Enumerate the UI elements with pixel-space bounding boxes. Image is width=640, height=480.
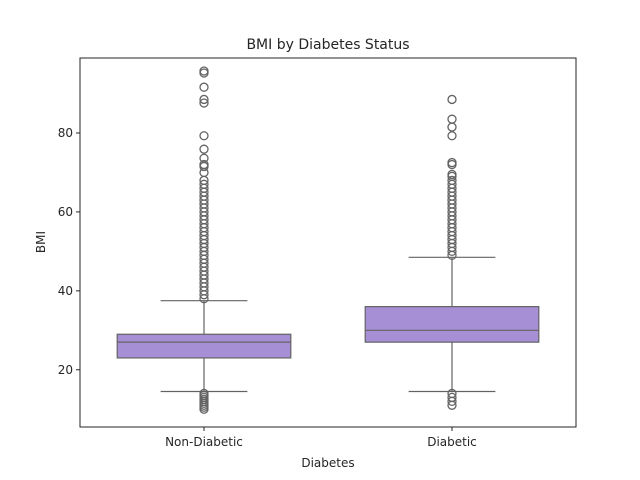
x-axis: Non-Diabetic Diabetic <box>165 427 477 449</box>
box <box>364 306 540 343</box>
outlier-point <box>199 131 209 141</box>
plot-area <box>79 57 577 428</box>
outlier-point <box>447 131 457 141</box>
outlier-point <box>199 82 209 92</box>
outlier-point <box>447 94 457 105</box>
outlier-point <box>199 294 209 304</box>
outlier-point <box>447 122 457 132</box>
y-tick-label: 80 <box>58 126 73 140</box>
y-axis-label: BMI <box>34 231 48 253</box>
y-tick-label: 20 <box>58 363 73 377</box>
outlier-point <box>199 144 209 154</box>
outlier-point <box>199 98 209 108</box>
outlier-point <box>199 68 209 78</box>
y-tick-label: 40 <box>58 284 73 298</box>
y-axis: 20 40 60 80 <box>58 126 80 377</box>
chart-marks <box>116 66 540 414</box>
outlier-point <box>447 250 457 260</box>
outlier-point <box>199 161 209 172</box>
outlier-point <box>199 404 209 414</box>
outlier-point <box>447 396 457 406</box>
outlier-point <box>199 94 209 105</box>
x-tick-label: Non-Diabetic <box>165 435 243 449</box>
x-axis-label: Diabetes <box>301 456 354 470</box>
box <box>116 333 292 359</box>
outlier-point <box>447 246 457 257</box>
outlier-point <box>447 159 457 170</box>
chart-title: BMI by Diabetes Status <box>246 37 409 53</box>
box-group <box>364 94 540 410</box>
x-tick-label: Diabetic <box>427 435 477 449</box>
box-group <box>116 66 292 414</box>
outlier-point <box>199 290 209 300</box>
y-tick-label: 60 <box>58 205 73 219</box>
outlier-point <box>447 400 457 410</box>
